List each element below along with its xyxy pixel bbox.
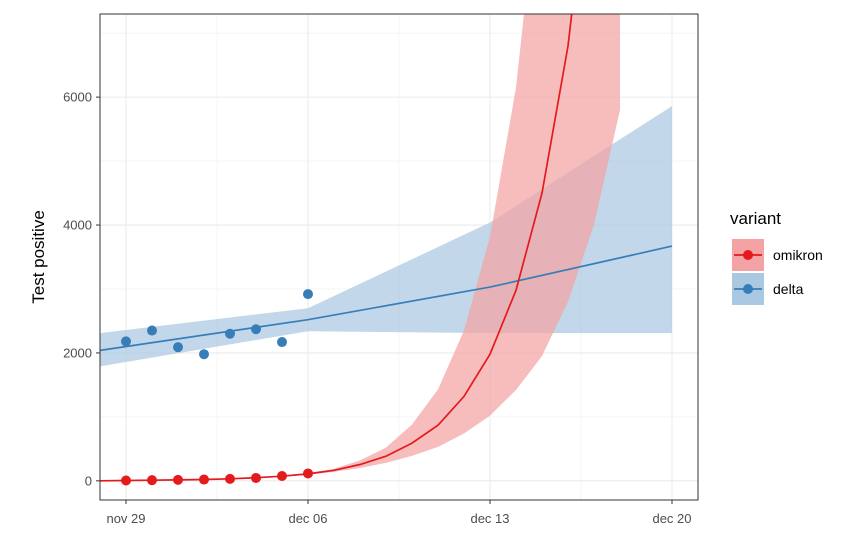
legend-item-omikron: omikron [732, 239, 823, 271]
legend-key-point [743, 250, 753, 260]
legend-item-delta: delta [732, 273, 804, 305]
plot-panel [99, 13, 699, 501]
omikron-point [199, 474, 209, 485]
delta-point [251, 324, 261, 335]
series-layer [100, 14, 673, 486]
omikron-point [303, 468, 313, 479]
legend-label: delta [773, 281, 804, 297]
y-tick-label: 6000 [63, 90, 92, 105]
fit-lines [100, 14, 673, 482]
legend-key-point [743, 284, 753, 294]
delta-point [277, 337, 287, 348]
omikron-point [251, 472, 261, 483]
delta-point [121, 336, 131, 347]
y-tick-label: 4000 [63, 218, 92, 233]
y-axis-title: Test positive [29, 210, 48, 304]
legend-title: variant [730, 209, 781, 228]
y-tick-label: 2000 [63, 345, 92, 360]
omikron-point [173, 474, 183, 485]
confidence-bands [100, 14, 672, 481]
panel-border [99, 13, 699, 501]
legend-label: omikron [773, 247, 823, 263]
omikron-point [121, 475, 131, 486]
series-clip-group [100, 14, 673, 486]
legend: variant omikron delta [730, 209, 823, 305]
y-tick-label: 0 [85, 473, 92, 488]
omikron-point [147, 475, 157, 486]
omikron-confidence-band [100, 14, 620, 481]
delta-point [225, 328, 235, 339]
delta-point [303, 289, 313, 300]
omikron-fit-line [100, 14, 573, 482]
omikron-point [277, 471, 287, 482]
x-tick-label: dec 20 [652, 511, 691, 526]
x-axis: nov 29 dec 06 dec 13 dec 20 [106, 500, 692, 526]
omikron-point [225, 473, 235, 484]
y-axis: 0 2000 4000 6000 [63, 90, 100, 488]
delta-point [173, 342, 183, 353]
delta-point [199, 349, 209, 360]
delta-fit-line [100, 245, 673, 352]
data-points [121, 289, 313, 486]
x-tick-label: nov 29 [106, 511, 145, 526]
delta-point [147, 325, 157, 336]
x-tick-label: dec 06 [288, 511, 327, 526]
x-tick-label: dec 13 [470, 511, 509, 526]
